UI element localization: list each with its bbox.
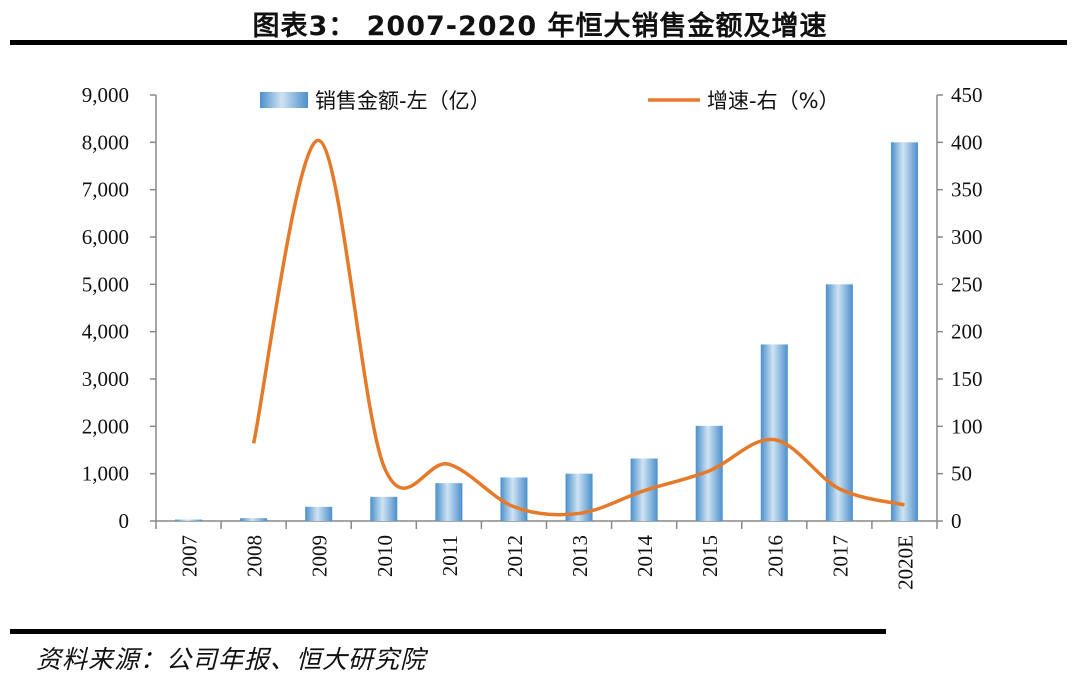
x-tick-label: 2015	[698, 535, 722, 577]
legend-line-label: 增速-右（%）	[707, 89, 840, 113]
left-tick-label: 0	[119, 509, 130, 533]
chart-title: 图表3： 2007-2020 年恒大销售金额及增速	[252, 11, 828, 42]
right-tick-label: 200	[951, 320, 983, 344]
left-tick-label: 8,000	[82, 130, 129, 154]
right-tick-label: 350	[951, 178, 983, 202]
left-tick-label: 3,000	[82, 367, 129, 391]
x-tick-label: 2017	[828, 535, 852, 577]
right-tick-label: 100	[951, 414, 983, 438]
x-tick-label: 2014	[633, 535, 657, 578]
source-rule	[10, 629, 886, 634]
left-tick-label: 5,000	[82, 272, 129, 296]
x-tick-label: 2020E	[893, 535, 917, 590]
bar	[370, 496, 398, 521]
bar	[890, 142, 918, 522]
bar	[175, 519, 203, 521]
left-tick-label: 9,000	[82, 83, 129, 107]
bar	[825, 284, 853, 521]
x-tick-label: 2011	[438, 535, 462, 576]
x-tick-label: 2007	[178, 535, 202, 577]
title-rule	[10, 40, 1067, 45]
legend-bar-swatch	[260, 92, 308, 108]
right-tick-label: 50	[951, 462, 972, 486]
growth-line	[251, 138, 905, 517]
legend-bar-label: 销售金额-左（亿）	[315, 89, 491, 113]
x-tick-label: 2008	[243, 535, 267, 577]
x-tick-label: 2013	[568, 535, 592, 577]
x-tick-label: 2010	[373, 535, 397, 577]
bar	[760, 344, 788, 521]
bar	[305, 506, 333, 521]
left-tick-label: 7,000	[82, 178, 129, 202]
left-tick-label: 1,000	[82, 462, 129, 486]
right-tick-label: 400	[951, 130, 983, 154]
right-tick-label: 0	[951, 509, 962, 533]
right-tick-label: 300	[951, 225, 983, 249]
bar	[500, 477, 528, 521]
left-tick-label: 2,000	[82, 414, 129, 438]
source-note: 资料来源：公司年报、恒大研究院	[36, 645, 427, 674]
x-tick-label: 2012	[503, 535, 527, 577]
right-tick-label: 450	[951, 83, 983, 107]
left-tick-label: 4,000	[82, 320, 129, 344]
right-tick-label: 250	[951, 272, 983, 296]
x-tick-label: 2016	[763, 535, 787, 577]
right-tick-label: 150	[951, 367, 983, 391]
left-tick-label: 6,000	[82, 225, 129, 249]
x-tick-label: 2009	[308, 535, 332, 577]
bar	[240, 518, 268, 521]
bar	[435, 483, 463, 521]
